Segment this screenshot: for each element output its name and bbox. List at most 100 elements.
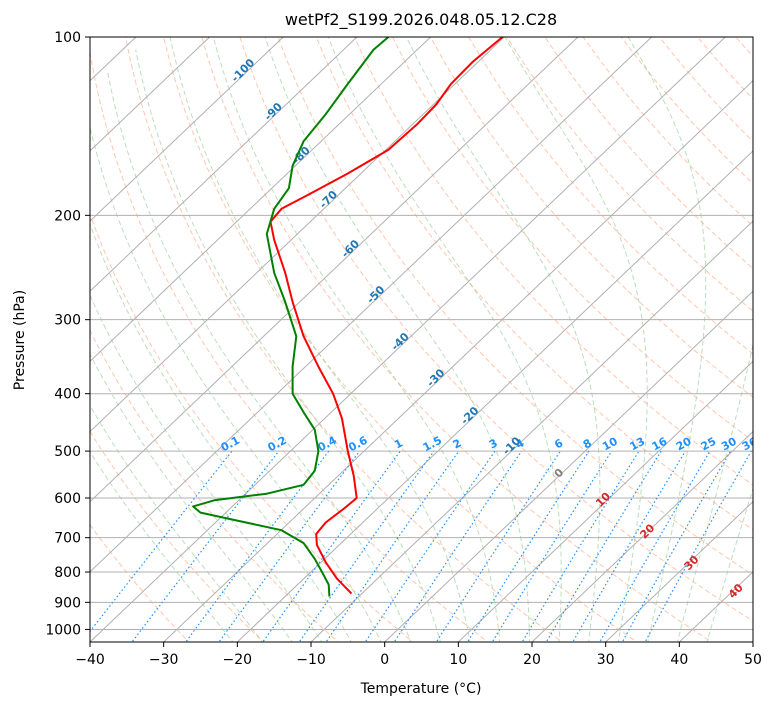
mixing-ratio-line <box>621 450 732 642</box>
mixing-ratio-line <box>545 450 662 642</box>
chart-title: wetPf2_S199.2026.048.05.12.C28 <box>285 10 557 30</box>
mixing-ratio-label: 2 <box>451 436 464 451</box>
dry-adiabat-line <box>90 329 339 642</box>
isotherm-line <box>90 37 579 503</box>
x-tick-label: 40 <box>670 652 688 668</box>
isotherm-line <box>90 37 652 573</box>
y-tick-label: 900 <box>54 595 81 611</box>
y-tick-label: 500 <box>54 444 81 460</box>
mixing-ratio-line <box>90 450 233 633</box>
plot-area: 0.1 0.2 0.4 0.6 1 1.5 2 3 4 6 8 10 13 16 20 25 30 36-100-… <box>0 37 760 642</box>
profile-series <box>192 37 504 597</box>
dry-adiabat-line <box>90 212 414 642</box>
dry-adiabat-line <box>353 37 753 486</box>
dry-adiabat-line <box>544 37 753 270</box>
isotherm-label: -100 <box>229 56 258 85</box>
x-axis-ticks: −40 −30 −20 −10 0 10 20 30 40 50 <box>75 642 762 668</box>
moist-adiabat-label: 40 <box>726 581 746 601</box>
mixing-ratio-line <box>466 450 590 642</box>
isotherm-label: -40 <box>389 330 412 353</box>
moist-adiabat-line <box>90 404 264 642</box>
isotherm-label: -30 <box>424 366 447 389</box>
isotherm-line <box>236 150 753 642</box>
x-tick-label: 0 <box>380 652 389 668</box>
dry-adiabat-line <box>391 37 753 442</box>
mixing-ratio-label: 30 <box>719 435 739 454</box>
moist-adiabat-line <box>706 487 753 642</box>
moist-adiabat-line <box>107 72 412 642</box>
mixing-ratio-line <box>491 450 613 642</box>
mixing-ratio-line <box>364 450 496 642</box>
y-axis-title: Pressure (hPa) <box>12 290 28 390</box>
isotherm-line <box>0 37 62 642</box>
mixing-ratio-line <box>325 450 460 642</box>
mixing-ratio-label: 20 <box>674 435 694 454</box>
mixing-ratio-line <box>599 450 711 642</box>
mixing-ratio-label: 6 <box>552 436 565 451</box>
x-tick-label: −40 <box>75 652 105 668</box>
mixing-ratio-line <box>572 450 686 642</box>
isotherm-line <box>90 37 505 433</box>
dry-adiabat-line <box>582 37 753 227</box>
moist-adiabat-label: 0 <box>552 466 567 481</box>
y-tick-label: 100 <box>54 30 81 46</box>
mixing-ratio-line <box>393 450 523 642</box>
isotherm-label: -50 <box>364 283 387 306</box>
y-tick-label: 300 <box>54 313 81 329</box>
dry-adiabat-line <box>430 37 753 398</box>
plot-frame <box>89 36 754 643</box>
isotherms <box>0 37 753 642</box>
moist-adiabat-line <box>90 125 382 642</box>
mixing-ratio-line <box>435 450 561 642</box>
y-tick-label: 800 <box>54 565 81 581</box>
moist-adiabat-line <box>90 294 323 642</box>
mixing-ratio-label: 36 <box>740 435 760 454</box>
mixing-ratio-line <box>218 450 361 642</box>
x-tick-label: −10 <box>296 652 326 668</box>
isotherm-line <box>90 37 284 222</box>
x-tick-label: 50 <box>744 652 762 668</box>
y-tick-label: 1000 <box>45 622 81 638</box>
mixing-ratio-label: 3 <box>487 436 500 451</box>
isotherm-line <box>678 571 753 642</box>
mixing-ratio-label: 13 <box>628 435 648 454</box>
isotherm-line <box>90 37 726 642</box>
x-tick-label: −20 <box>223 652 253 668</box>
mixing-ratio-label: 16 <box>650 435 670 454</box>
mixing-ratio-line <box>185 450 330 642</box>
isotherm-line <box>310 220 753 642</box>
x-tick-label: 20 <box>523 652 541 668</box>
isotherm-line <box>752 641 753 642</box>
isotherm-line <box>384 290 753 642</box>
moist-adiabat-line <box>90 450 234 642</box>
dewpoint-line <box>192 37 390 597</box>
isotherm-label: -60 <box>339 237 362 260</box>
y-tick-label: 200 <box>54 208 81 224</box>
x-tick-label: 10 <box>449 652 467 668</box>
dry-adiabat-line <box>315 37 753 531</box>
x-axis-title: Temperature (°C) <box>360 681 482 697</box>
dry-adiabat-line <box>468 37 753 355</box>
mixing-ratio-line <box>131 450 280 642</box>
dry-adiabat-line <box>90 49 489 642</box>
moist-adiabat-line <box>90 353 293 642</box>
moist-adiabat-line <box>90 222 352 642</box>
moist-adiabats <box>90 37 753 642</box>
temperature-line <box>269 37 504 595</box>
dry-adiabat-line <box>125 37 564 642</box>
x-tick-label: −30 <box>149 652 179 668</box>
dry-adiabat-line <box>735 37 753 58</box>
isotherm-line <box>163 80 753 642</box>
isotherm-line <box>531 430 753 642</box>
isotherm-line <box>90 37 431 363</box>
x-tick-label: 30 <box>597 652 615 668</box>
y-tick-label: 700 <box>54 531 81 547</box>
y-axis-ticks: 100 200 300 400 500 600 700 800 900 1000 <box>45 30 90 638</box>
y-tick-label: 400 <box>54 387 81 403</box>
dry-adiabat-line <box>201 37 713 642</box>
dry-adiabat-line <box>506 37 753 312</box>
dry-adiabat-line <box>658 37 753 143</box>
dry-adiabats <box>90 37 753 642</box>
mixing-ratio-line <box>298 450 435 642</box>
